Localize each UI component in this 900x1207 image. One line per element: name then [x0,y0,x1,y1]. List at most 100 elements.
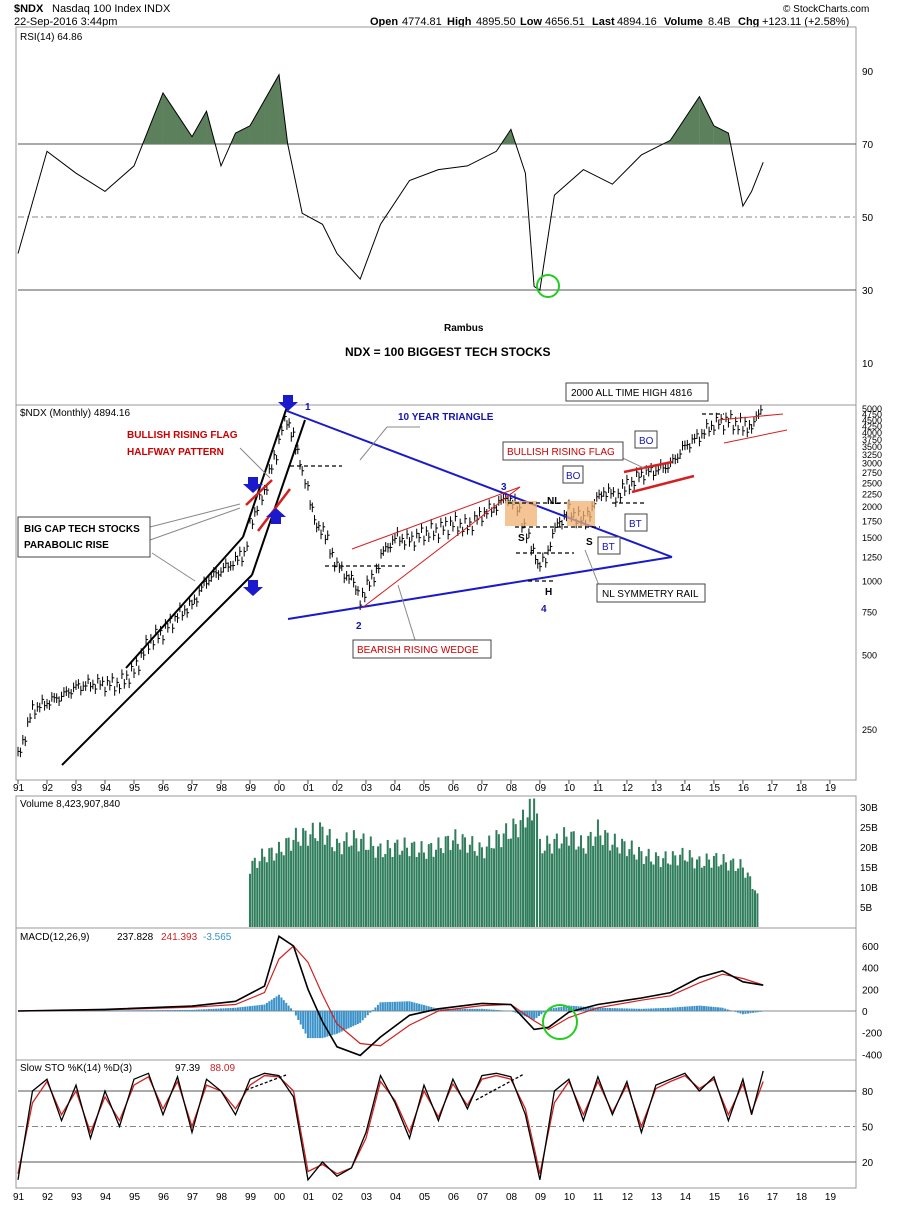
volume-bar [415,856,418,927]
macd-histogram-bar [464,1008,467,1011]
volume-bar [335,838,338,927]
volume-bar [442,853,445,927]
volume-bar [710,867,713,927]
macd-histogram-bar [241,1006,244,1011]
x-axis-label-bottom: 94 [100,1192,112,1203]
high-value: 4895.50 [476,16,516,28]
macd-histogram-bar [681,1006,684,1011]
volume-bar [538,838,541,927]
arrow-up-low [243,580,263,596]
price-tick-label: 3750 [862,435,882,445]
macd-histogram-bar [640,1008,643,1011]
all-time-high-label: 2000 ALL TIME HIGH 4816 [571,388,693,399]
macd-histogram-bar [268,1001,271,1011]
volume-bar [533,798,536,927]
volume-bar [391,856,394,927]
macd-histogram-bar [251,1005,254,1011]
macd-histogram-bar [261,1004,264,1011]
volume-bar [473,851,476,927]
price-tick-label: 2500 [862,478,882,488]
macd-histogram-bar [270,999,273,1011]
macd-histogram-bar [471,1008,474,1011]
macd-histogram-bar [389,1001,392,1011]
macd-histogram-bar [625,1008,628,1011]
macd-histogram-bar [99,1010,102,1011]
volume-bar [290,850,293,927]
volume-bar [437,837,440,927]
histogram-value: -3.565 [203,932,232,943]
volume-bar [688,850,691,927]
volume-bar [319,822,322,927]
macd-histogram-bar [654,1008,657,1011]
volume-bar [720,864,723,927]
volume-bar [737,868,740,927]
macd-histogram-bar [285,1002,288,1011]
macd-histogram-bar [485,1009,488,1011]
volume-bar [671,851,674,927]
macd-histogram-bar [630,1008,633,1011]
volume-bar [248,873,251,927]
volume-bar [478,842,481,927]
x-axis-label-bottom: 11 [593,1192,604,1203]
macd-legend: MACD(12,26,9) 237.828 241.393 -3.565 [20,932,232,943]
macd-histogram-bar [410,1001,413,1011]
macd-histogram-bar [273,998,276,1011]
macd-histogram-bar [528,1011,531,1018]
price-annotation-text: 1 2 3 4 10 YEAR TRIANGLE 2000 ALL TIME H… [17,382,709,659]
x-axis-label: 16 [738,783,750,794]
macd-histogram-bar [676,1007,679,1011]
volume-bar [384,854,387,927]
arrow-down-top [278,395,298,411]
x-axis-label-bottom: 19 [825,1192,837,1203]
macd-histogram-bar [577,1006,580,1011]
volume-bar [299,845,302,927]
macd-histogram-bar [623,1008,626,1011]
volume-bar [732,858,735,927]
macd-histogram-bar [128,1010,131,1011]
macd-histogram-bar [166,1010,169,1011]
top-channel-lower [723,429,788,444]
price-tick-label: 4000 [862,428,882,438]
halfway-flag-label-2: HALFWAY PATTERN [127,447,224,458]
volume-bar [379,843,382,927]
volume-bar [352,830,355,927]
volume-bar [691,857,694,927]
volume-bar [659,867,662,927]
price-tick-label: 5000 [862,404,882,414]
macd-histogram-bar [493,1009,496,1011]
volume-bar [372,845,375,927]
volume-bar [613,833,616,927]
macd-histogram-bar [451,1008,454,1011]
x-axis: 91 91 92 92 93 93 94 94 95 95 96 96 97 97 98 98 99 99 00 00… [13,780,836,1203]
x-axis-label: 06 [448,783,460,794]
volume-bar [519,820,522,927]
volume-bar [638,846,641,927]
macd-histogram-bar [345,1011,348,1030]
volume-bar [698,856,701,927]
volume-bar [630,840,633,927]
macd-histogram-bar [256,1005,259,1011]
macd-histogram-bar [408,1001,411,1011]
volume-bar [413,841,416,927]
chart-index-name: Nasdaq 100 Index [52,3,142,15]
macd-histogram-bar [108,1010,111,1011]
macd-histogram-bar [647,1008,650,1011]
price-legend-label: $NDX (Monthly) 4894.16 [20,408,130,419]
macd-histogram-bar [116,1010,119,1011]
volume-bar [606,832,609,927]
macd-histogram-bar [294,1011,297,1016]
macd-histogram-bar [396,1001,399,1011]
macd-histogram-bar [302,1011,305,1030]
volume-bar [580,835,583,927]
x-axis-label: 91 [13,783,25,794]
macd-histogram-bar [326,1011,329,1037]
x-axis-label: 15 [709,783,721,794]
volume-bar [364,849,367,927]
macd-histogram-bar [712,1006,715,1011]
macd-histogram-bar [140,1010,143,1011]
x-axis-label: 96 [158,783,170,794]
volume-bar [386,839,389,927]
volume-bar [616,847,619,927]
volume-bar [251,860,254,927]
macd-histogram-bar [186,1009,189,1011]
